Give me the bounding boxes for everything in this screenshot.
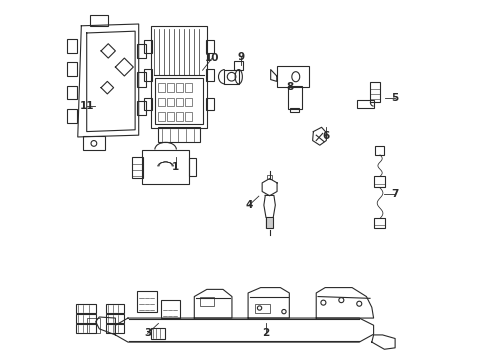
Bar	[131, 157, 142, 178]
Bar	[185, 112, 191, 121]
Bar	[287, 86, 301, 109]
Bar	[224, 69, 238, 84]
Bar	[158, 83, 164, 92]
Bar	[155, 78, 203, 125]
Bar	[158, 98, 164, 107]
Bar	[206, 69, 214, 81]
Text: 1: 1	[172, 162, 179, 172]
Bar	[373, 219, 384, 228]
Bar	[144, 69, 152, 81]
Bar	[199, 297, 214, 306]
Text: 6: 6	[321, 131, 328, 141]
Bar	[76, 304, 96, 313]
Bar	[106, 314, 124, 323]
Bar	[86, 319, 100, 333]
Bar	[255, 304, 269, 313]
Bar	[144, 98, 152, 110]
Bar	[137, 291, 156, 312]
Bar	[357, 100, 373, 108]
Bar	[373, 176, 384, 187]
Bar	[67, 109, 77, 123]
Bar	[185, 83, 191, 92]
Text: 7: 7	[390, 189, 398, 199]
Bar	[90, 15, 108, 26]
Bar	[167, 83, 174, 92]
Bar	[158, 112, 164, 121]
Bar	[106, 304, 124, 313]
Bar	[137, 44, 145, 58]
Bar	[76, 314, 96, 323]
Text: 9: 9	[237, 52, 244, 62]
Bar	[167, 112, 174, 121]
Bar	[161, 300, 180, 318]
Text: 8: 8	[285, 82, 293, 93]
Bar	[374, 146, 384, 155]
Text: 11: 11	[79, 101, 94, 111]
Bar	[67, 86, 77, 99]
Bar	[67, 62, 77, 76]
Bar	[151, 26, 206, 128]
Text: 5: 5	[391, 93, 398, 103]
Bar	[206, 40, 214, 53]
Bar	[188, 158, 196, 176]
Bar	[144, 40, 152, 53]
Bar	[158, 127, 199, 142]
Bar	[150, 328, 164, 338]
Bar	[206, 98, 214, 110]
Bar	[290, 108, 299, 112]
Bar	[176, 83, 183, 92]
Bar	[176, 112, 183, 121]
Bar	[176, 98, 183, 107]
Text: 4: 4	[245, 200, 252, 210]
Bar	[267, 175, 271, 179]
Bar	[234, 60, 243, 69]
Bar	[265, 217, 273, 228]
Bar	[106, 324, 124, 333]
Bar	[137, 101, 145, 116]
Bar	[142, 149, 188, 184]
Text: 10: 10	[204, 53, 219, 63]
Bar	[67, 39, 77, 53]
Text: 2: 2	[262, 328, 269, 338]
Bar	[76, 324, 96, 333]
Bar	[83, 136, 104, 149]
Bar	[369, 82, 380, 102]
Bar	[167, 98, 174, 107]
Bar	[137, 72, 145, 87]
Bar	[276, 66, 308, 87]
Bar	[185, 98, 191, 107]
Text: 3: 3	[144, 328, 151, 338]
